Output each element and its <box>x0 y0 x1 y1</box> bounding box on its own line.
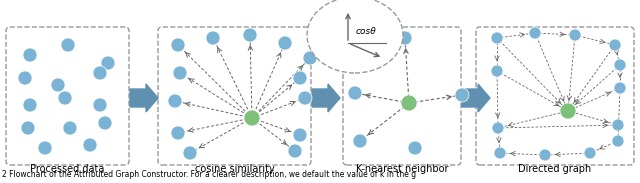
Circle shape <box>569 29 581 41</box>
Circle shape <box>93 98 107 112</box>
Circle shape <box>168 94 182 108</box>
Text: Processed data: Processed data <box>30 164 104 174</box>
Circle shape <box>614 59 626 71</box>
Circle shape <box>609 39 621 51</box>
FancyBboxPatch shape <box>6 27 129 165</box>
FancyArrow shape <box>462 84 490 112</box>
Circle shape <box>93 66 107 80</box>
Circle shape <box>560 103 576 119</box>
Circle shape <box>348 86 362 100</box>
Circle shape <box>491 65 503 77</box>
Circle shape <box>243 28 257 42</box>
Circle shape <box>612 135 624 147</box>
FancyBboxPatch shape <box>343 27 461 165</box>
Circle shape <box>529 27 541 39</box>
Circle shape <box>18 71 32 85</box>
FancyArrow shape <box>312 84 340 112</box>
Circle shape <box>23 98 37 112</box>
Circle shape <box>539 149 551 161</box>
Circle shape <box>353 134 367 148</box>
Circle shape <box>455 88 469 102</box>
Circle shape <box>293 128 307 142</box>
Text: 2 Flowchart of the Attributed Graph Constructor. For a clearer description, we d: 2 Flowchart of the Attributed Graph Cons… <box>2 170 416 179</box>
Circle shape <box>278 36 292 50</box>
Circle shape <box>494 147 506 159</box>
Circle shape <box>398 31 412 45</box>
Circle shape <box>58 91 72 105</box>
Circle shape <box>408 141 422 155</box>
Text: Directed graph: Directed graph <box>518 164 591 174</box>
Circle shape <box>614 82 626 94</box>
Circle shape <box>173 66 187 80</box>
Circle shape <box>83 138 97 152</box>
Text: cosine similarity: cosine similarity <box>195 164 275 174</box>
Circle shape <box>298 91 312 105</box>
Circle shape <box>584 147 596 159</box>
Text: K-nearest neighbor: K-nearest neighbor <box>356 164 448 174</box>
Circle shape <box>171 38 185 52</box>
Circle shape <box>491 32 503 44</box>
Circle shape <box>288 144 302 158</box>
Circle shape <box>293 71 307 85</box>
Ellipse shape <box>307 0 403 73</box>
FancyBboxPatch shape <box>476 27 634 165</box>
Circle shape <box>21 121 35 135</box>
Circle shape <box>492 122 504 134</box>
Circle shape <box>171 126 185 140</box>
Circle shape <box>51 78 65 92</box>
FancyBboxPatch shape <box>158 27 311 165</box>
FancyArrow shape <box>130 84 158 112</box>
Circle shape <box>303 51 317 65</box>
Text: cosθ: cosθ <box>356 27 377 36</box>
Circle shape <box>355 38 369 52</box>
Circle shape <box>401 95 417 111</box>
Circle shape <box>244 110 260 126</box>
Circle shape <box>101 56 115 70</box>
Circle shape <box>23 48 37 62</box>
Circle shape <box>612 119 624 131</box>
Circle shape <box>61 38 75 52</box>
Circle shape <box>63 121 77 135</box>
Circle shape <box>206 31 220 45</box>
Circle shape <box>98 116 112 130</box>
Circle shape <box>183 146 197 160</box>
Circle shape <box>38 141 52 155</box>
